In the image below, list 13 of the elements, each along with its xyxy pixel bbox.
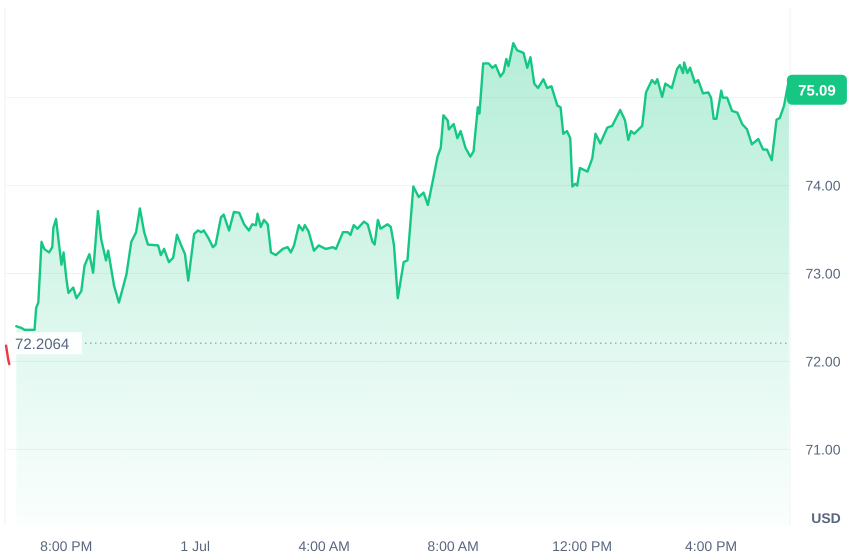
x-tick-label: 1 Jul xyxy=(180,538,210,554)
ref-line-label: 72.2064 xyxy=(15,336,70,353)
y-axis-title: USD xyxy=(811,510,841,526)
x-tick-label: 12:00 PM xyxy=(552,538,612,554)
x-tick-label: 8:00 PM xyxy=(40,538,92,554)
x-tick-label: 8:00 AM xyxy=(427,538,479,554)
x-tick-label: 4:00 PM xyxy=(684,538,738,554)
y-tick-label: 72.00 xyxy=(805,353,841,370)
y-tick-label: 73.00 xyxy=(805,266,841,282)
y-tick-label: 74.00 xyxy=(805,178,841,194)
y-tick-label: 71.00 xyxy=(805,441,841,458)
x-tick-label: 4:00 AM xyxy=(298,538,350,554)
annotation: 75.09 xyxy=(798,82,836,100)
